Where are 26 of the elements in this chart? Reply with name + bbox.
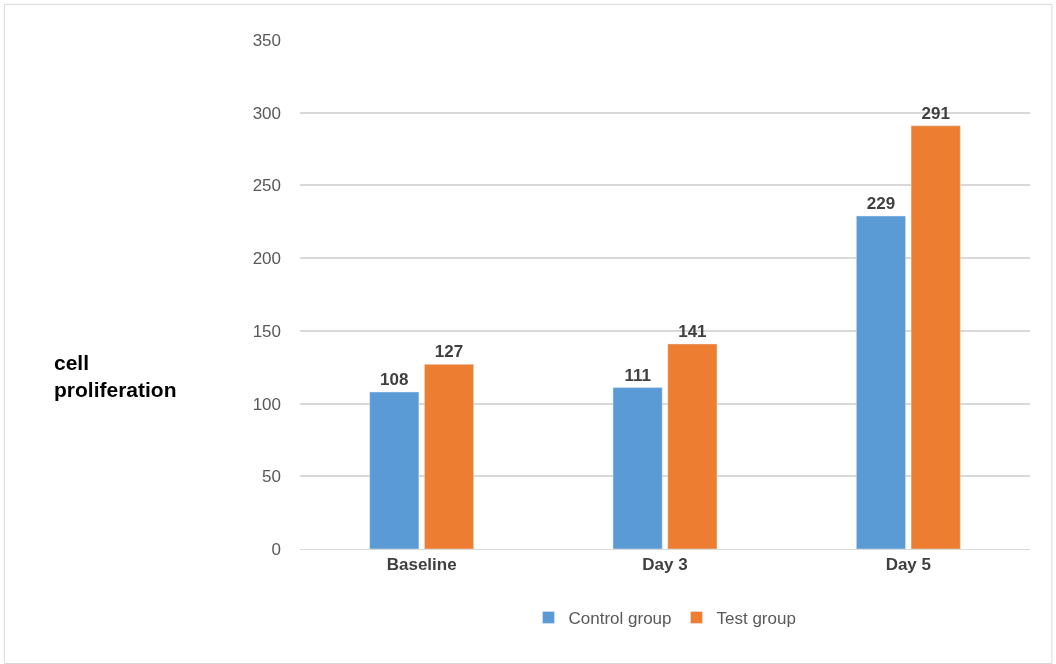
- data-label: 229: [866, 193, 896, 213]
- bar: [856, 215, 906, 549]
- bar: [667, 343, 718, 549]
- bar: [612, 387, 663, 549]
- data-label: 108: [380, 369, 409, 389]
- y-tick-label: 200: [252, 249, 281, 269]
- bar: [369, 391, 420, 549]
- data-label: 127: [434, 342, 464, 362]
- bar: [424, 364, 474, 549]
- legend-label: Test group: [716, 609, 796, 629]
- data-label: 141: [678, 321, 707, 341]
- x-tick-label: Day 3: [642, 555, 688, 575]
- y-tick-label: 100: [252, 394, 281, 414]
- legend-label: Control group: [568, 609, 672, 629]
- y-tick-label: 150: [252, 321, 281, 341]
- y-tick-label: 300: [252, 103, 281, 123]
- y-tick-label: 250: [252, 176, 281, 196]
- x-tick-label: Baseline: [386, 555, 457, 575]
- data-label: 291: [921, 103, 950, 123]
- y-tick-label: 0: [271, 539, 281, 559]
- data-label: 111: [624, 365, 651, 385]
- bar: [910, 125, 961, 549]
- x-tick-label: Day 5: [885, 555, 932, 575]
- y-axis-title: cell proliferation: [54, 351, 177, 402]
- y-tick-label: 50: [262, 467, 281, 487]
- y-tick-label: 350: [252, 30, 281, 50]
